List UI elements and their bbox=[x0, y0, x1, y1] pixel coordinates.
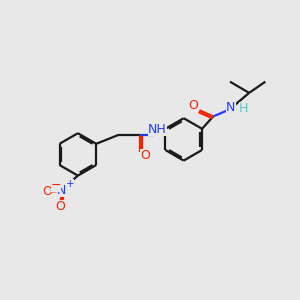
Text: NH: NH bbox=[148, 123, 167, 136]
Text: −: − bbox=[50, 178, 61, 191]
Text: H: H bbox=[239, 102, 248, 115]
Text: O: O bbox=[140, 149, 150, 162]
Text: O: O bbox=[189, 99, 198, 112]
Text: O: O bbox=[55, 200, 65, 213]
Text: O: O bbox=[43, 185, 52, 198]
Text: N: N bbox=[57, 184, 66, 197]
Text: N: N bbox=[226, 100, 236, 113]
Text: +: + bbox=[66, 179, 74, 190]
